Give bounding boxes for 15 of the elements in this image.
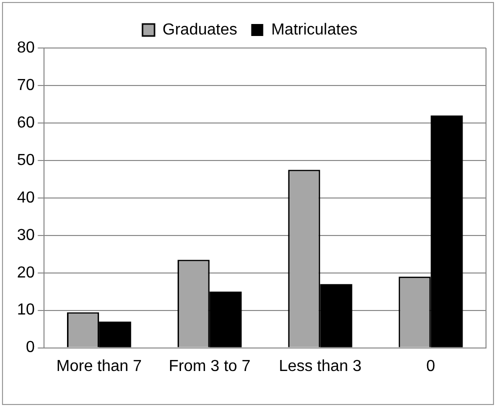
y-tick-label: 80: [17, 39, 35, 56]
y-tick-label: 0: [26, 339, 35, 356]
y-tick-label: 10: [17, 302, 35, 319]
y-tick-label: 30: [17, 226, 35, 244]
y-tick-label: 60: [17, 114, 35, 132]
x-tick-label: More than 7: [56, 358, 142, 375]
y-tick-label: 40: [17, 189, 35, 206]
legend-label: Graduates: [162, 21, 238, 38]
x-tick-label: Less than 3: [278, 358, 362, 375]
x-tick-label: 0: [426, 358, 436, 375]
y-tick-label: 50: [17, 152, 35, 169]
y-tick-label: 70: [17, 76, 35, 94]
y-tick-label: 20: [17, 264, 35, 282]
legend-label: Matriculates: [271, 21, 358, 38]
x-tick-label: From 3 to 7: [168, 358, 251, 375]
